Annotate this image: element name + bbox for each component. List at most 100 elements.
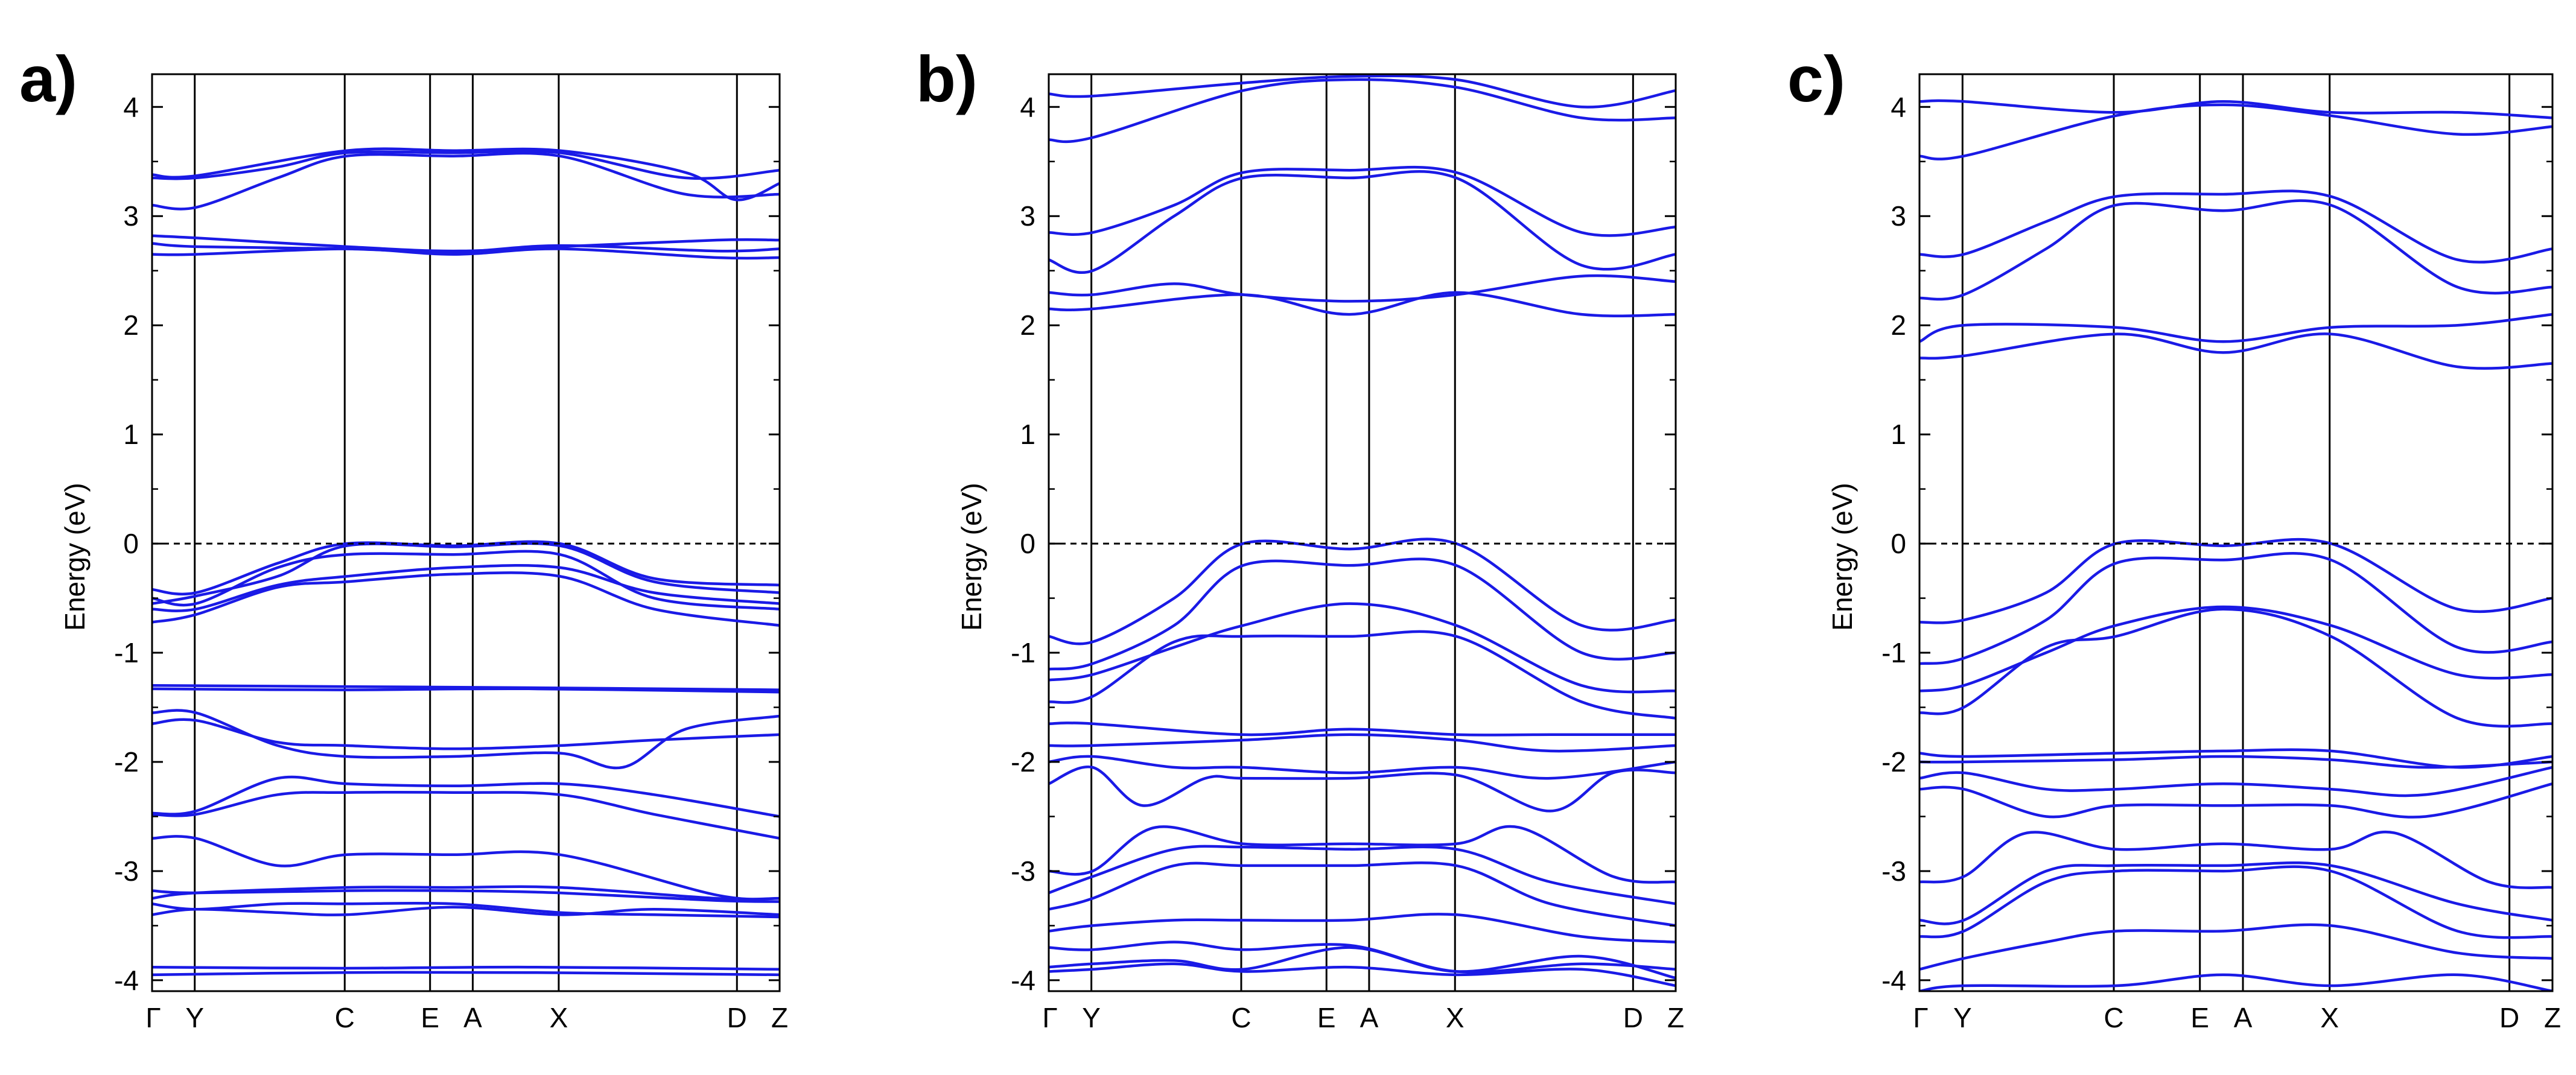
y-tick-label: -1 <box>114 637 139 668</box>
band-line <box>1919 923 2552 971</box>
panel-label: c) <box>1787 42 1845 115</box>
band-line <box>1049 291 1676 318</box>
band-line <box>1049 557 1676 671</box>
plot-frame <box>1048 73 1677 992</box>
band-line <box>1919 552 2552 665</box>
kpoint-label-X: X <box>2320 1002 2339 1033</box>
band-line <box>1049 733 1676 753</box>
kpoint-label-C: C <box>2104 1002 2123 1033</box>
kpoint-label-Γ: Γ <box>145 1002 161 1033</box>
kpoint-label-A: A <box>1360 1002 1379 1033</box>
band-line <box>1049 825 1676 884</box>
band-line <box>1919 766 2552 798</box>
kpoint-label-Γ: Γ <box>1042 1002 1057 1033</box>
y-tick-label: 2 <box>1020 309 1035 341</box>
band-line <box>152 151 780 211</box>
y-tick-label: 4 <box>1020 91 1035 122</box>
y-tick-label: -3 <box>1881 855 1906 887</box>
plot-frame <box>1918 73 2554 992</box>
band-line <box>152 791 780 840</box>
bands-group <box>1919 99 2552 991</box>
band-line <box>152 835 780 901</box>
kpoint-label-Z: Z <box>2544 1002 2561 1033</box>
y-tick-label: -1 <box>1881 637 1906 668</box>
y-tick-label: -1 <box>1011 637 1035 668</box>
band-line <box>152 563 780 612</box>
kpoint-label-X: X <box>1446 1002 1465 1033</box>
band-line <box>152 775 780 818</box>
panel-b: b) -4 -3 -2 -1 0 1 2 3 4 Γ Y C E A X D Z Energy (eV) <box>916 42 1684 1033</box>
y-tick-label: 1 <box>1891 419 1906 450</box>
y-tick-label: 1 <box>123 419 139 450</box>
y-tick-label: 1 <box>1020 419 1035 450</box>
band-line <box>1049 602 1676 694</box>
y-tick-label: 3 <box>123 200 139 232</box>
band-line <box>152 905 780 916</box>
kpoint-label-Γ: Γ <box>1913 1002 1928 1033</box>
band-line <box>1919 332 2552 370</box>
y-tick-label: 2 <box>1891 309 1906 341</box>
band-line <box>152 889 780 903</box>
y-tick-label: 2 <box>123 309 139 341</box>
band-line <box>1919 830 2552 889</box>
kpoint-label-E: E <box>421 1002 439 1033</box>
y-tick-label: -2 <box>1881 746 1906 778</box>
y-tick-label: -3 <box>114 855 139 887</box>
band-line <box>1049 765 1676 813</box>
band-line <box>1049 861 1676 927</box>
kpoint-label-X: X <box>550 1002 568 1033</box>
kpoint-label-Z: Z <box>771 1002 788 1033</box>
band-line <box>152 971 780 977</box>
y-tick-label: 4 <box>123 91 139 122</box>
y-tick-label: 0 <box>1020 528 1035 559</box>
band-line <box>1919 103 2552 160</box>
kpoint-label-D: D <box>727 1002 747 1033</box>
band-line <box>152 687 780 694</box>
band-line <box>1049 913 1676 943</box>
band-line <box>152 965 780 971</box>
band-line <box>152 234 780 253</box>
kpoint-label-C: C <box>335 1002 355 1033</box>
band-line <box>1049 940 1676 974</box>
band-line <box>1049 845 1676 905</box>
y-tick-label: 4 <box>1891 91 1906 122</box>
y-tick-label: -4 <box>1011 965 1035 996</box>
y-tick-label: 3 <box>1020 200 1035 232</box>
band-line <box>1049 946 1676 980</box>
band-line <box>1919 748 2552 769</box>
kpoint-label-Y: Y <box>1953 1002 1972 1033</box>
band-line <box>152 247 780 260</box>
band-line <box>1919 861 2552 925</box>
band-line <box>152 718 780 750</box>
band-line <box>152 542 780 605</box>
y-tick-label: -4 <box>1881 965 1906 996</box>
band-line <box>1049 170 1676 274</box>
y-axis-title: Energy (eV) <box>1827 483 1858 630</box>
band-line <box>1919 199 2552 301</box>
kpoint-label-Z: Z <box>1667 1002 1684 1033</box>
y-tick-label: -2 <box>1011 746 1035 778</box>
band-line <box>152 149 780 180</box>
y-tick-label: 0 <box>1891 528 1906 559</box>
band-line <box>152 684 780 691</box>
y-tick-label: -4 <box>114 965 139 996</box>
y-tick-label: 3 <box>1891 200 1906 232</box>
band-line <box>1919 538 2552 624</box>
kpoint-label-Y: Y <box>1082 1002 1101 1033</box>
kpoint-label-D: D <box>2499 1002 2519 1033</box>
y-axis-title: Energy (eV) <box>59 483 91 630</box>
panel-a: a) -4 -3 -2 -1 0 1 2 3 4 Γ Y C E A X D Z Energy (eV) <box>19 42 788 1033</box>
panel-c: c) -4 -3 -2 -1 0 1 2 3 4 Γ Y C E A X D Z Energy (eV) <box>1787 42 2561 1033</box>
kpoint-label-E: E <box>2190 1002 2209 1033</box>
panel-label: a) <box>19 42 77 115</box>
band-line <box>152 147 780 201</box>
band-line <box>152 901 780 919</box>
band-line <box>1049 721 1676 737</box>
band-line <box>1919 607 2552 728</box>
band-line <box>1049 78 1676 144</box>
band-line <box>1919 865 2552 939</box>
y-tick-label: -3 <box>1011 855 1035 887</box>
band-line <box>1919 782 2552 819</box>
band-line <box>1049 755 1676 780</box>
kpoint-label-Y: Y <box>185 1002 204 1033</box>
